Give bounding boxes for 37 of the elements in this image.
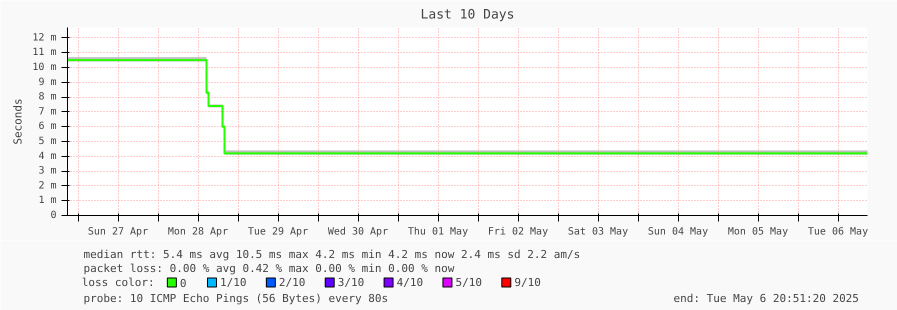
x-tick-label: Thu 01 May — [408, 226, 468, 238]
legend-label: 0 — [180, 277, 186, 290]
x-tick-label: Sun 04 May — [648, 226, 708, 238]
y-tick-label: 7 m — [38, 106, 56, 118]
y-tick-label: 9 m — [38, 76, 56, 88]
text: probe: 10 ICMP Echo Pings (56 Bytes) every 80s — [84, 292, 388, 305]
y-tick-label: 4 m — [38, 150, 56, 162]
text: end: Tue May 6 20:51:20 2025 — [674, 292, 859, 305]
x-tick-label: Mon 05 May — [728, 226, 788, 238]
x-tick-label: Mon 28 Apr — [168, 226, 228, 238]
text: packet loss: 0.00 % avg 0.42 % max 0.00 % min 0.00 % now — [84, 262, 455, 275]
y-tick-label: 3 m — [38, 166, 56, 177]
legend-title: loss color: — [82, 276, 155, 289]
y-tick-label: 12 m — [32, 32, 57, 44]
x-tick-label: Wed 30 Apr — [328, 226, 388, 238]
legend-label: 4/10 — [396, 276, 424, 289]
y-tick-label: 8 m — [38, 92, 56, 103]
y-tick-label: 1 m — [38, 195, 56, 206]
x-tick-label: Sun 27 Apr — [88, 226, 148, 238]
legend-label: 3/10 — [338, 276, 364, 289]
y-tick-label: 0 — [50, 210, 57, 221]
x-tick-label: Tue 29 Apr — [248, 226, 308, 238]
legend-label: 2/10 — [278, 276, 306, 289]
y-tick-label: 6 m — [38, 121, 56, 132]
legend-label: 5/10 — [455, 276, 482, 289]
y-tick-label: 2 m — [38, 180, 56, 192]
y-tick-label: 5 m — [38, 136, 56, 147]
legend-label: 9/10 — [514, 276, 541, 289]
y-axis-title: Seconds — [11, 98, 24, 145]
x-tick-label: Fri 02 May — [488, 226, 548, 238]
y-tick-label: 10 m — [32, 62, 57, 73]
y-tick-label: 11 m — [32, 47, 57, 58]
legend-label: 1/10 — [220, 276, 247, 289]
text: median rtt: 5.4 ms avg 10.5 ms max 4.2 ms min 4.2 ms now 2.4 ms sd 2.2 am/s — [84, 248, 580, 261]
x-tick-label: Sat 03 May — [568, 226, 628, 238]
x-tick-label: Tue 06 May — [808, 226, 868, 238]
chart-title: Last 10 Days — [420, 8, 514, 22]
